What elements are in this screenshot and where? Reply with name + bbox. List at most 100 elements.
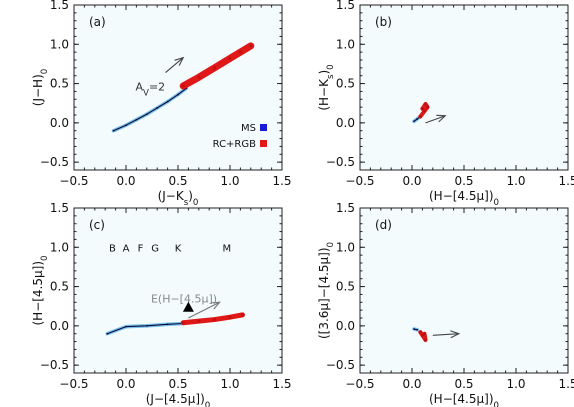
data-point	[423, 102, 428, 106]
x-tick-label: 1.5	[272, 377, 291, 391]
y-tick-label: 0.5	[50, 280, 69, 294]
y-axis-label: (J−H)0	[31, 69, 50, 106]
x-tick-label: 1.5	[272, 174, 291, 188]
series-band	[418, 330, 428, 342]
y-axis-label: (H−[4.5μ])0	[31, 255, 50, 325]
x-tick-label: 0.0	[402, 174, 421, 188]
x-tick-label: −0.5	[59, 377, 88, 391]
x-axis-label: (J−Ks)0	[158, 189, 199, 208]
legend-label: RC+RGB	[213, 139, 257, 150]
reddening-arrow	[432, 333, 459, 336]
x-tick-label: 0.0	[116, 377, 135, 391]
data-point	[156, 107, 159, 109]
data-point	[125, 124, 127, 127]
y-tick-label: 0.0	[336, 319, 355, 333]
y-tick-label: 0.0	[50, 116, 69, 130]
legend-swatch	[260, 140, 267, 147]
series-rc-rgb	[418, 102, 430, 119]
data-point	[422, 332, 427, 336]
reddening-arrow-head	[450, 330, 461, 339]
data-point	[135, 118, 138, 121]
x-tick-label: 0.5	[454, 377, 473, 391]
y-tick-label: 1.0	[50, 240, 69, 254]
reddening-arrow-head	[174, 56, 185, 66]
x-axis-label: (H−[4.5μ])0	[429, 392, 499, 407]
panel-label: (b)	[375, 15, 392, 29]
x-tick-label: −0.5	[59, 174, 88, 188]
x-tick-label: 0.0	[116, 174, 135, 188]
data-point	[197, 75, 201, 79]
series-ms	[105, 321, 185, 336]
series-band	[179, 42, 255, 90]
data-point	[228, 315, 232, 319]
y-tick-label: 1.0	[50, 37, 69, 51]
data-point	[181, 84, 185, 88]
plot-frame	[359, 4, 569, 171]
spectral-type-label: G	[151, 243, 159, 254]
reddening-arrow-head	[436, 114, 447, 123]
reddening-arrow	[188, 301, 220, 319]
series-rc-rgb	[180, 312, 245, 326]
data-point	[145, 324, 148, 327]
y-tick-label: −0.5	[40, 358, 69, 372]
x-tick-label: 1.0	[220, 174, 239, 188]
data-point	[426, 105, 430, 109]
reddening-label: E(H−[4.5μ])	[151, 292, 217, 305]
series-rc-rgb	[418, 330, 428, 342]
data-point	[413, 120, 415, 123]
y-tick-label: −0.5	[326, 155, 355, 169]
x-tick-label: 0.5	[168, 377, 187, 391]
plot-frame	[73, 207, 283, 374]
panel-a: −0.5 0.0 0.5 1.0 1.5 −0.5 0.0 0.5 1.0 1.5 (a) (J−Ks…	[31, 0, 292, 208]
panel-d: −0.5 0.0 0.5 1.0 1.5 −0.5 0.0 0.5 1.0 1.5 (d) (H−[4…	[317, 201, 574, 407]
data-point	[416, 328, 419, 331]
data-point	[181, 321, 185, 325]
panel-c: −0.5 0.0 0.5 1.0 1.5 −0.5 0.0 0.5 1.0 1.5 (c) (J−[4…	[31, 201, 292, 407]
series-rc-rgb	[179, 42, 255, 90]
reddening-label: AV=2	[136, 81, 166, 99]
data-point	[177, 93, 179, 96]
legend-swatch	[260, 124, 267, 131]
data-point	[166, 323, 169, 326]
data-point	[112, 129, 115, 132]
data-point	[228, 56, 232, 61]
y-tick-label: 1.0	[336, 240, 355, 254]
x-tick-label: 1.0	[506, 174, 525, 188]
x-axis-label: (J−[4.5μ])0	[146, 392, 211, 407]
y-tick-label: −0.5	[326, 358, 355, 372]
spectral-type-label: M	[223, 243, 232, 254]
x-tick-label: 1.0	[506, 377, 525, 391]
y-tick-label: 1.5	[50, 201, 69, 215]
y-axis-label: (H−Ks)0	[317, 64, 336, 110]
data-point	[166, 100, 169, 103]
data-point	[238, 50, 242, 54]
data-point	[416, 118, 419, 120]
y-tick-label: 1.0	[336, 37, 355, 51]
spectral-type-label: A	[123, 243, 130, 254]
x-tick-label: 1.5	[558, 174, 574, 188]
x-tick-label: 1.5	[558, 377, 574, 391]
data-point	[422, 109, 427, 113]
series-line	[112, 87, 187, 132]
y-tick-label: 0.5	[50, 77, 69, 91]
panel-b: −0.5 0.0 0.5 1.0 1.5 −0.5 0.0 0.5 1.0 1.5 (b) (H−[4…	[317, 0, 574, 208]
y-tick-label: 0.0	[50, 319, 69, 333]
data-point	[418, 330, 422, 334]
y-tick-label: 1.5	[336, 201, 355, 215]
y-tick-label: −0.5	[40, 155, 69, 169]
data-point	[106, 332, 109, 335]
legend-label: MS	[241, 123, 256, 134]
x-axis-label: (H−[4.5μ])0	[429, 189, 499, 208]
data-point	[197, 319, 201, 323]
x-tick-label: 0.0	[402, 377, 421, 391]
plot-frame	[359, 207, 569, 374]
y-tick-label: 1.5	[50, 0, 69, 12]
data-point	[125, 325, 127, 328]
data-point	[212, 66, 216, 70]
x-tick-label: 0.5	[168, 174, 187, 188]
x-tick-label: −0.5	[345, 174, 374, 188]
y-tick-label: 0.0	[336, 116, 355, 130]
panel-label: (c)	[89, 218, 105, 232]
